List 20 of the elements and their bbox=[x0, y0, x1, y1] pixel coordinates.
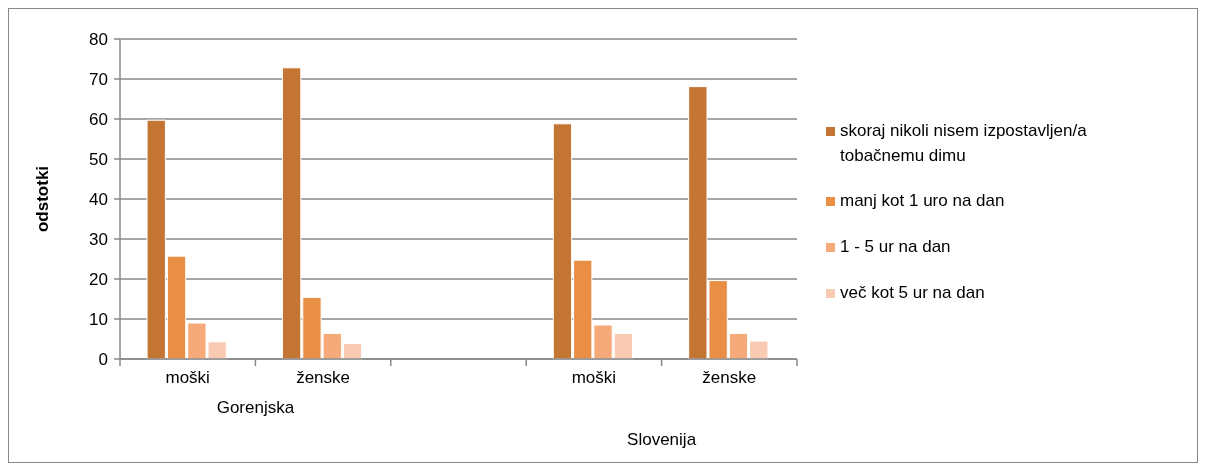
legend-label: 1 - 5 ur na dan bbox=[840, 237, 951, 256]
y-tick-label: 10 bbox=[89, 309, 108, 329]
x-tick-label: moški bbox=[571, 368, 617, 387]
y-tick-label: 70 bbox=[89, 69, 108, 89]
x-tick-label: moški bbox=[165, 368, 210, 387]
y-tick-label: 20 bbox=[89, 269, 108, 289]
y-tick-label: 40 bbox=[89, 189, 108, 209]
y-tick-label: 50 bbox=[89, 149, 108, 169]
y-tick-label: 80 bbox=[89, 29, 108, 49]
y-tick-label: 30 bbox=[89, 229, 108, 249]
legend-label: manj kot 1 uro na dan bbox=[840, 191, 1005, 210]
x-tick-label: ženske bbox=[296, 368, 351, 387]
x-tick-label: ženske bbox=[702, 368, 757, 387]
legend-label: skoraj nikoli nisem izpostavljen/a tobačnemu dimu bbox=[840, 121, 1088, 165]
text: Gorenjska bbox=[216, 398, 295, 417]
y-axis-title: odstotki bbox=[33, 165, 52, 233]
legend-label: več kot 5 ur na dan bbox=[840, 283, 985, 302]
y-tick-label: 0 bbox=[98, 349, 108, 369]
text: Slovenija bbox=[627, 430, 697, 449]
y-tick-label: 60 bbox=[89, 109, 108, 129]
